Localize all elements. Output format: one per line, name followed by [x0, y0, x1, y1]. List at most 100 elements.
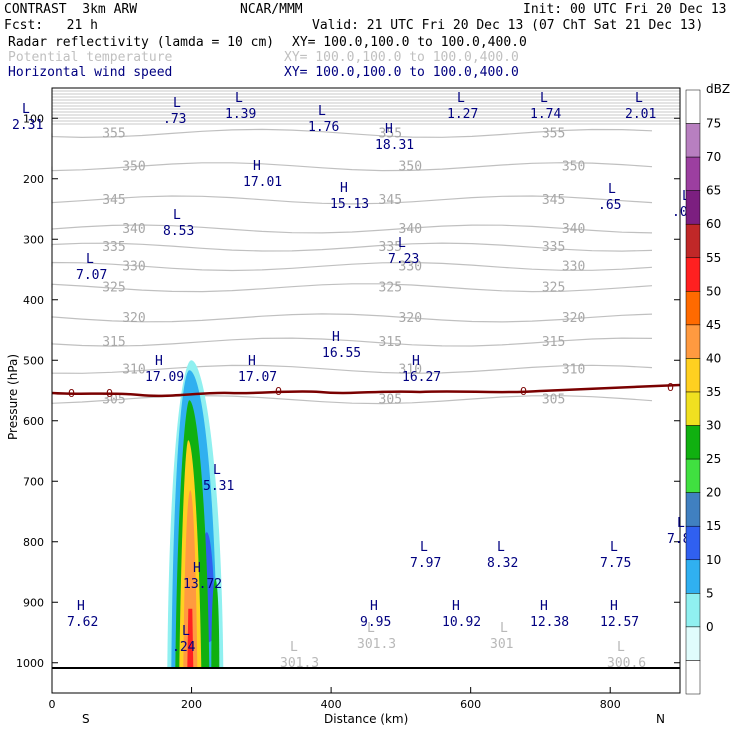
field-reflectivity-xy: XY= 100.0,100.0 to 100.0,400.0: [292, 35, 527, 50]
wind-extremum-letter: H: [77, 599, 85, 614]
theta-label-315: 315: [379, 335, 402, 350]
field-reflectivity: Radar reflectivity (lamda = 10 cm): [8, 35, 275, 50]
colorbar-level: 55: [706, 251, 721, 265]
colorbar-level: 5: [706, 586, 714, 600]
theta-label-310: 310: [562, 362, 585, 377]
colorbar-swatch: [685, 559, 701, 594]
x-tick-label: 600: [460, 698, 481, 711]
colorbar-level: 45: [706, 318, 721, 332]
wind-extremum-value: .65: [598, 198, 621, 213]
colorbar-swatch: [685, 458, 701, 493]
wind-extremum-value: 7.23: [388, 252, 419, 267]
plot-area: [52, 88, 680, 693]
colorbar-level: 35: [706, 385, 721, 399]
wind-extremum-letter: L: [173, 96, 181, 111]
reflectivity-core: [167, 360, 224, 669]
theta-contours: 355 355 355 350 350 350 345 345 345 340 340 340 335 3…: [51, 90, 680, 408]
theta-extremum-letter: L: [367, 621, 375, 636]
wind-extremum-letter: H: [340, 181, 348, 196]
wind-extremum-value: 15.13: [330, 197, 369, 212]
plot-frame: [51, 87, 681, 694]
theta-label-355: 355: [542, 126, 565, 141]
model-name: CONTRAST 3km ARW: [4, 2, 138, 17]
theta-label-340: 340: [562, 222, 585, 237]
y-tick-label: 100: [23, 112, 44, 125]
y-tick-label: 700: [23, 475, 44, 488]
valid-time: Valid: 21 UTC Fri 20 Dec 13 (07 ChT Sat …: [312, 18, 704, 33]
y-tick-label: 300: [23, 233, 44, 246]
theta-label-315: 315: [102, 335, 125, 350]
wind-extremum-value: 2.01: [625, 107, 656, 122]
theta-label-345: 345: [102, 193, 125, 208]
wind-extremum-value: 7.97: [410, 556, 441, 571]
x-tick-label: 0: [49, 698, 56, 711]
theta-contour-340: [51, 224, 653, 234]
colorbar-level: 25: [706, 452, 721, 466]
theta-label-320: 320: [562, 311, 585, 326]
colorbar-swatch: [685, 391, 701, 426]
wind-extremum-value: 7.75: [600, 556, 631, 571]
wind-extremum-letter: L: [610, 540, 618, 555]
colorbar-swatch: [685, 190, 701, 225]
colorbar-level: 50: [706, 284, 721, 298]
wind-extremum-value: 7.07: [76, 268, 107, 283]
theta-extremum-letter: L: [290, 640, 298, 655]
theta-label-330: 330: [562, 259, 585, 274]
wind-extremum-value: 17.09: [145, 370, 184, 385]
colorbar-swatch: [685, 223, 701, 259]
theta-label-340: 340: [122, 222, 145, 237]
wind-extremum-value: 17.07: [238, 370, 277, 385]
x-end-left: S: [82, 712, 90, 726]
colorbar-swatch: [685, 358, 701, 393]
theta-label-325: 325: [102, 281, 125, 296]
wind-extremum-letter: L: [540, 91, 548, 106]
wind-extremum-letter: L: [318, 104, 326, 119]
theta-contour-305: [51, 394, 653, 405]
wind-extremum-letter: L: [420, 540, 428, 555]
field-theta-xy: XY= 100.0,100.0 to 100.0,400.0: [284, 50, 519, 65]
wind-extremum-letter: L: [608, 182, 616, 197]
colorbar-swatch: [685, 291, 701, 326]
theta-contour-345: [51, 195, 653, 205]
y-axis-label: Pressure (hPa): [6, 353, 20, 440]
theta-label-315: 315: [542, 335, 565, 350]
theta-label-355: 355: [379, 126, 402, 141]
zero-label-4: 0: [520, 385, 527, 398]
theta-label-355: 355: [102, 126, 125, 141]
organization: NCAR/MMM: [240, 2, 303, 17]
x-axis-label: Distance (km): [324, 712, 409, 726]
forecast-hour: Fcst: 21 h: [4, 18, 98, 33]
wind-extremum-value: 16.27: [402, 370, 441, 385]
wind-extremum-letter: L: [677, 516, 685, 531]
y-tick-label: 200: [23, 173, 44, 186]
colorbar-swatch: [685, 156, 701, 191]
colorbar-swatch: [685, 123, 701, 158]
colorbar-swatch: [685, 89, 701, 124]
wind-extremum-value: 8.32: [487, 556, 518, 571]
y-tick-label: 800: [23, 536, 44, 549]
theta-label-305: 305: [379, 393, 402, 408]
x-tick-label: 200: [181, 698, 202, 711]
refl-55dbz: [187, 608, 194, 669]
theta-label-310: 310: [122, 362, 145, 377]
field-theta: Potential temperature: [8, 50, 173, 65]
wind-extremum-letter: H: [155, 354, 163, 369]
colorbar-level: 70: [706, 150, 721, 164]
colorbar-level: 30: [706, 419, 721, 433]
theta-label-325: 325: [379, 281, 402, 296]
theta-extremum-value: 301.3: [357, 637, 396, 652]
wind-extremum-value: 16.55: [322, 346, 361, 361]
wind-extremum-letter: H: [332, 330, 340, 345]
colorbar-level: 10: [706, 553, 721, 567]
theta-extremum-value: 301: [490, 637, 513, 652]
theta-label-350: 350: [399, 160, 422, 175]
wind-extremum-letter: L: [635, 91, 643, 106]
theta-contour-320: [51, 313, 653, 323]
y-tick-label: 1000: [16, 657, 44, 670]
wind-extremum-letter: H: [253, 159, 261, 174]
theta-label-335: 335: [542, 240, 565, 255]
wind-extremum-value: 1.27: [447, 107, 478, 122]
colorbar-level: 75: [706, 117, 721, 131]
theta-label-335: 335: [379, 240, 402, 255]
